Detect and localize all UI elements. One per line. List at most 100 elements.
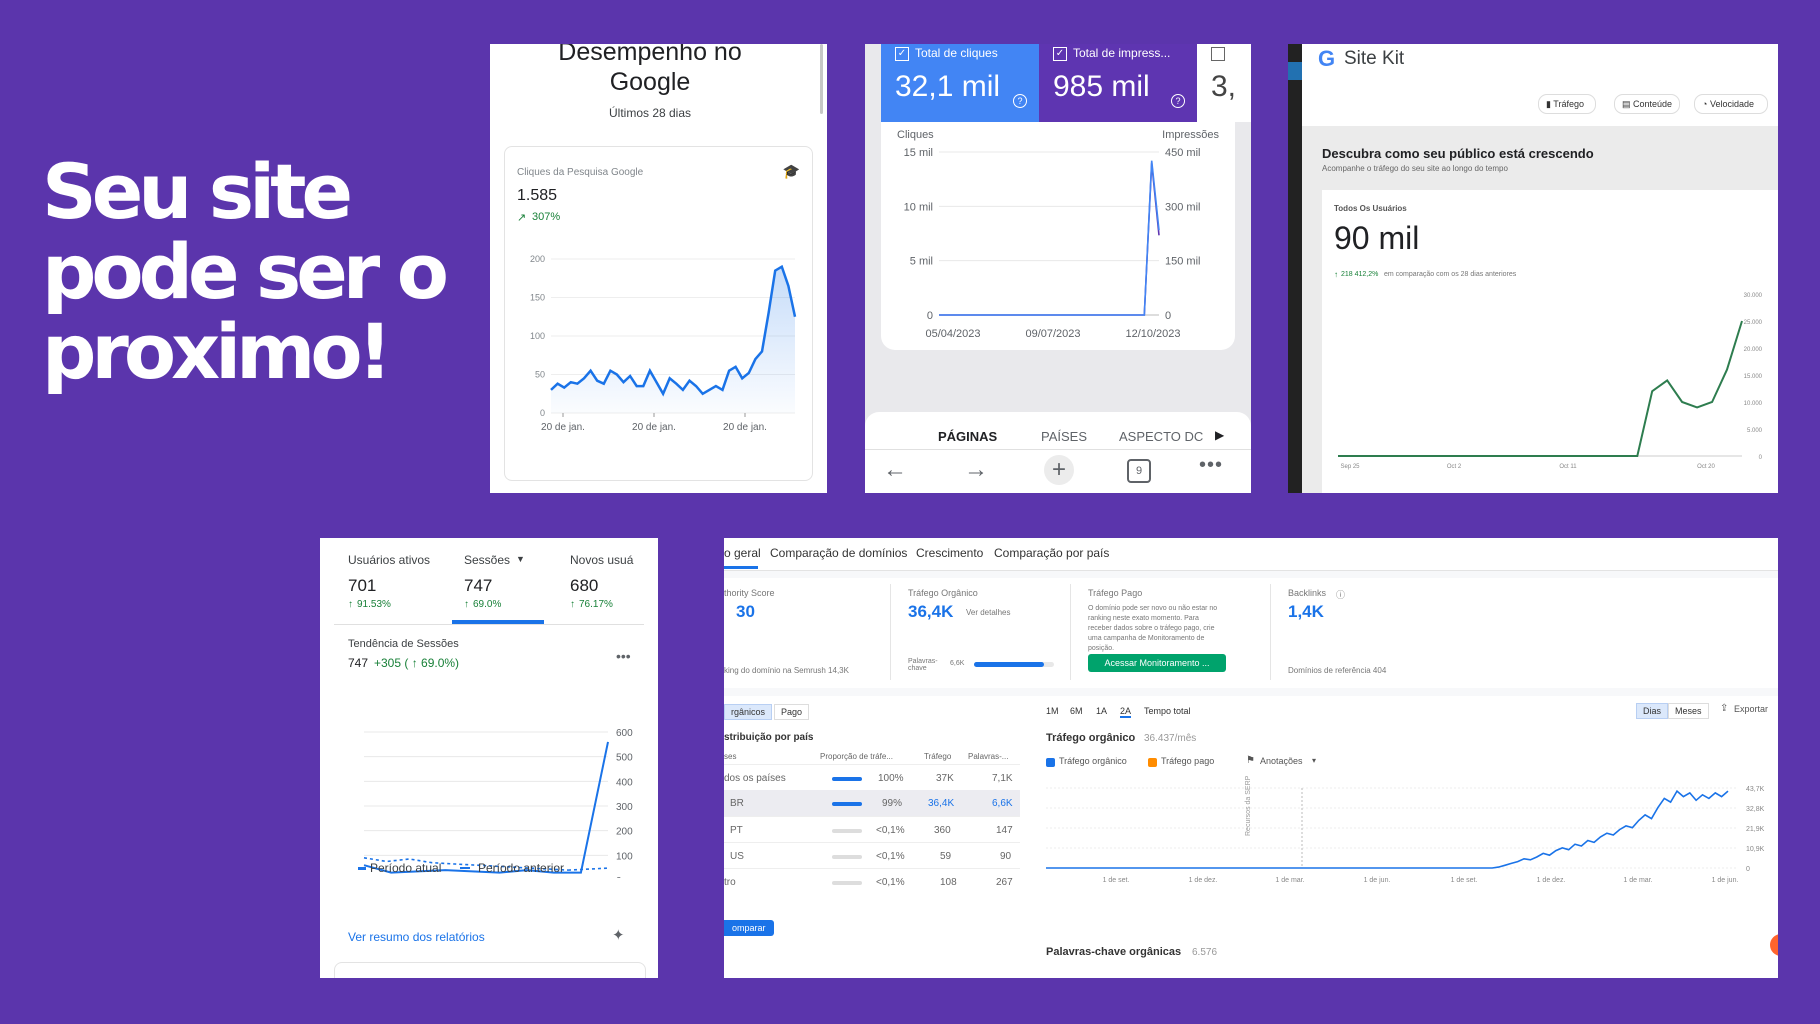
filter-paid[interactable]: Pago [774,704,810,720]
share-bar [832,829,862,833]
help-icon[interactable]: ? [1013,94,1027,108]
more-icon[interactable]: ••• [1199,454,1224,476]
nav-traffic[interactable]: ▮ Tráfego [1538,94,1596,114]
table-row[interactable]: PT <0,1% 360 147 [724,816,1020,843]
tab-domain-compare[interactable]: Comparação de domínios [770,546,908,560]
metric-impressions[interactable]: ✓ Total de impress... 985 mil ? [1039,44,1197,122]
paid-monitoring-button[interactable]: Acessar Monitoramento ... [1088,654,1226,672]
speedometer-icon: ◔ [1702,99,1708,109]
metric-active-users[interactable]: Usuários ativos 701 ↑ 91.53% [320,538,450,624]
row-country: US [730,851,744,862]
y-tick-label: 5.000 [1747,428,1763,434]
distribution-table: ses Proporção de tráfe... Tráfego Palavr… [724,752,1020,888]
series-line [1338,320,1743,457]
x-tick-label: 20 de jan. [723,422,767,433]
period-6m[interactable]: 6M [1070,706,1083,716]
row-keywords: 6,6K [992,798,1013,809]
compare-button[interactable]: omparar [724,920,774,936]
period-2a[interactable]: 2A [1120,706,1132,718]
metric-value: 701 [348,576,377,595]
x-tick-label: Oct 20 [1697,464,1715,470]
dropdown-arrow-icon[interactable]: ▼ [516,554,525,564]
period-all[interactable]: Tempo total [1144,706,1191,716]
annotations-dropdown[interactable]: Anotações [1260,756,1303,766]
metric-value: 680 [570,576,599,595]
metric-label: Novos usuá [570,553,634,567]
sparkle-icon[interactable]: ✦ [612,927,625,944]
metric-clicks[interactable]: ✓ Total de cliques 32,1 mil ? [881,44,1039,122]
header-traffic: Tráfego [924,752,952,761]
content-icon: ▤ [1622,99,1631,109]
sitekit-card: G Site Kit ▮ Tráfego ▤ Conteúde ◔ Veloci… [1288,44,1778,493]
chat-bubble-icon[interactable] [1770,934,1778,956]
nav-content[interactable]: ▤ Conteúde [1614,94,1680,114]
metric-third[interactable]: 3, [1197,44,1251,122]
legend-organic-checkbox[interactable] [1046,758,1055,767]
checkbox-checked-icon[interactable]: ✓ [895,47,909,61]
table-row[interactable]: BR 99% 36,4K 6,6K [724,790,1020,816]
tab-count[interactable]: 9 [1127,459,1151,483]
view-months[interactable]: Meses [1668,703,1709,719]
x-tick-label: Oct 2 [1447,464,1462,470]
metric-sessions[interactable]: Sessões ▼ 747 ↑ 69.0% [450,538,570,624]
legend-previous-marker [460,867,470,869]
tab-countries[interactable]: PAÍSES [1041,429,1088,444]
tab-appearance[interactable]: ASPECTO DC [1119,429,1204,444]
y-tick-label: 0 [1759,455,1763,461]
period-1m[interactable]: 1M [1046,706,1059,716]
filter-organic[interactable]: rgânicos [724,704,773,720]
x-tick-label: 20 de jan. [632,422,676,433]
new-tab-icon[interactable]: + [1044,455,1074,485]
clicks-line [939,160,1160,316]
table-row[interactable]: US <0,1% 59 90 [724,842,1020,869]
y-tick-label: 0 [1746,866,1750,873]
organic-traffic-line [1046,789,1729,869]
x-tick-label: 1 de set. [1103,877,1130,884]
impressions-line [939,162,1160,316]
tab-overview[interactable]: o geral [724,546,761,560]
checkbox-checked-icon[interactable]: ✓ [1053,47,1067,61]
arrow-up-icon: ↑ [570,599,575,610]
tab-country-compare[interactable]: Comparação por país [994,546,1110,560]
metric-panel: Cliques da Pesquisa Google 🎓 1.585 ↗ 307… [504,146,813,481]
annotations-icon[interactable]: ⚑ [1246,755,1255,766]
row-traffic: 360 [934,825,951,836]
metric-new-users[interactable]: Novos usuá 680 ↑ 76.17% [570,538,658,624]
y-tick-label: 10,9K [1746,846,1765,853]
period-1a[interactable]: 1A [1096,706,1108,716]
back-arrow-icon[interactable]: ← [883,456,907,483]
x-tick-label: 1 de jun. [1712,877,1739,884]
tab-pages[interactable]: PÁGINAS [938,429,998,444]
more-options-icon[interactable]: ••• [616,648,631,664]
export-label[interactable]: Exportar [1734,704,1769,714]
y-left-tick-label: 15 mil [904,147,933,159]
legend-paid-checkbox[interactable] [1148,758,1157,767]
metric-value: 1.585 [517,187,558,204]
help-icon[interactable]: ? [1171,94,1185,108]
report-summary-link[interactable]: Ver resumo dos relatórios [348,930,485,944]
distribution-title: stribuição por país [724,732,814,743]
series-area [551,266,795,413]
school-icon[interactable]: 🎓 [782,163,800,179]
chevron-down-icon[interactable]: ▾ [1312,756,1317,765]
authority-note: king do domínio na Semrush 14,3K [724,666,849,675]
tab-growth[interactable]: Crescimento [916,546,984,560]
info-icon[interactable]: ⓘ [1336,590,1346,600]
scrollbar[interactable] [820,44,823,114]
nav-speed[interactable]: ◔ Velocidade [1694,94,1768,114]
export-icon[interactable]: ⇪ [1720,703,1729,714]
y-tick-label: 10.000 [1744,401,1763,407]
y-tick-label: 20.000 [1744,347,1763,353]
view-days[interactable]: Dias [1636,703,1669,719]
table-row[interactable]: tro <0,1% 108 267 [724,868,1020,895]
row-keywords: 267 [996,877,1013,888]
organic-link[interactable]: Ver detalhes [966,608,1011,617]
metric-change: 307% [532,211,561,223]
forward-arrow-icon[interactable]: → [964,456,988,483]
share-bar [832,777,862,781]
tabs-scroll-right-icon[interactable]: ▶ [1215,428,1225,442]
table-row[interactable]: dos os países 100% 37K 7,1K [724,764,1020,791]
checkbox-icon[interactable] [1211,47,1225,61]
row-country: dos os países [724,773,786,784]
previous-period-line [363,857,569,871]
